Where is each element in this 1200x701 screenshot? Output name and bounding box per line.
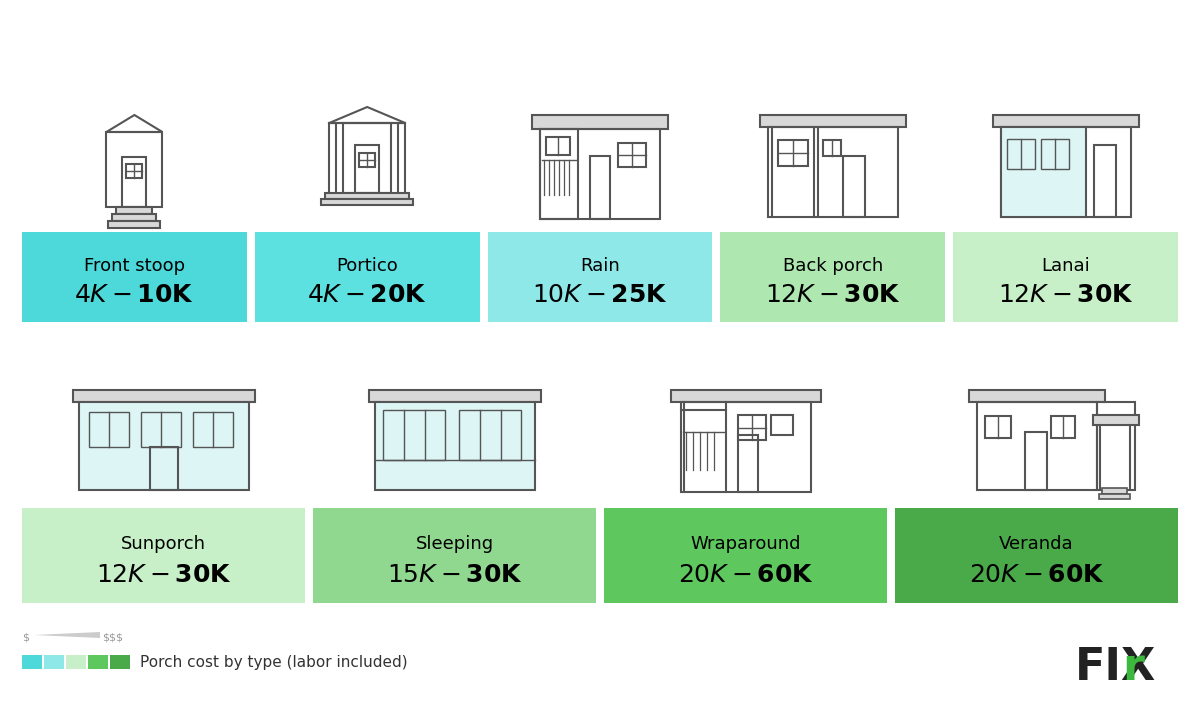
FancyBboxPatch shape [1102,488,1127,494]
FancyBboxPatch shape [313,508,596,603]
Text: $12K- $30K: $12K- $30K [997,283,1134,307]
FancyBboxPatch shape [532,115,668,129]
Text: $4K- $10K: $4K- $10K [74,283,194,307]
FancyBboxPatch shape [254,232,480,322]
FancyBboxPatch shape [368,390,540,402]
Text: Sunporch: Sunporch [121,535,206,553]
Text: FIX: FIX [1075,646,1157,690]
FancyBboxPatch shape [1092,415,1139,425]
FancyBboxPatch shape [72,390,254,402]
FancyBboxPatch shape [322,199,413,205]
FancyBboxPatch shape [66,655,86,669]
Text: $20K- $60K: $20K- $60K [678,562,814,587]
FancyBboxPatch shape [487,232,713,322]
Text: $$$: $$$ [102,633,124,643]
FancyBboxPatch shape [22,655,42,669]
FancyBboxPatch shape [671,390,821,402]
Text: Front stoop: Front stoop [84,257,185,275]
FancyBboxPatch shape [22,232,247,322]
FancyBboxPatch shape [108,221,161,228]
Text: $12K- $30K: $12K- $30K [764,283,901,307]
FancyBboxPatch shape [953,232,1178,322]
Text: $15K- $30K: $15K- $30K [386,562,522,587]
FancyBboxPatch shape [720,232,946,322]
Text: Wraparound: Wraparound [690,535,800,553]
Text: $20K- $60K: $20K- $60K [968,562,1104,587]
FancyBboxPatch shape [78,402,248,490]
FancyBboxPatch shape [760,115,906,127]
Text: Veranda: Veranda [1000,535,1074,553]
FancyBboxPatch shape [1098,494,1129,499]
Text: $12K- $30K: $12K- $30K [96,562,232,587]
Text: Sleeping: Sleeping [415,535,493,553]
Polygon shape [34,632,100,638]
FancyBboxPatch shape [116,207,152,214]
FancyBboxPatch shape [110,655,130,669]
Text: Portico: Portico [336,257,398,275]
Text: Rain: Rain [580,257,620,275]
FancyBboxPatch shape [88,655,108,669]
Text: $10K - $25K: $10K - $25K [532,283,668,307]
FancyBboxPatch shape [44,655,64,669]
FancyBboxPatch shape [113,214,156,221]
FancyBboxPatch shape [895,508,1178,603]
Text: Back porch: Back porch [782,257,883,275]
Text: Lanai: Lanai [1042,257,1090,275]
FancyBboxPatch shape [604,508,887,603]
Text: Porch cost by type (labor included): Porch cost by type (labor included) [140,655,408,669]
FancyBboxPatch shape [968,390,1104,402]
FancyBboxPatch shape [1001,127,1086,217]
Text: $4K - $20K: $4K - $20K [307,283,427,307]
Text: $: $ [22,633,29,643]
FancyBboxPatch shape [374,402,534,490]
FancyBboxPatch shape [325,193,409,199]
Text: r: r [1122,646,1144,690]
FancyBboxPatch shape [992,115,1139,127]
FancyBboxPatch shape [22,508,305,603]
